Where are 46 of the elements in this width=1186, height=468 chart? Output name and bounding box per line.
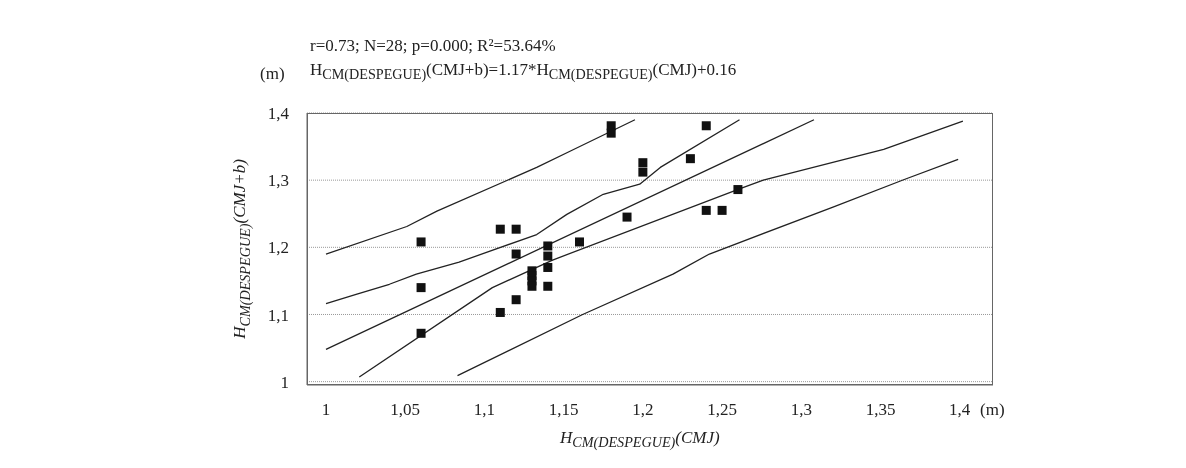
- point: [543, 281, 553, 291]
- y-tick-label: 1,3: [267, 171, 289, 191]
- x-tick-label: 1,15: [548, 400, 579, 420]
- point: [733, 185, 743, 195]
- point: [495, 224, 505, 234]
- x-tick-label: 1,4: [949, 400, 971, 420]
- line-series: [325, 119, 636, 255]
- text: (m): [260, 64, 285, 84]
- point: [685, 154, 695, 164]
- point: [511, 295, 521, 305]
- point: [638, 158, 648, 168]
- x-tick-label: 1,35: [865, 400, 896, 420]
- x-tick-label: 1,05: [390, 400, 421, 420]
- point: [622, 212, 632, 222]
- point: [495, 307, 505, 317]
- point: [543, 251, 553, 261]
- y-tick-label: 1: [280, 372, 289, 392]
- text: (m): [980, 400, 1005, 420]
- point: [416, 328, 426, 338]
- chart-title: r=0.73; N=28; p=0.000; R²=53.64%: [310, 36, 556, 56]
- point: [606, 128, 616, 138]
- y-tick-label: 1,2: [267, 238, 289, 258]
- x-tick-label: 1,3: [790, 400, 812, 420]
- y-tick-label: 1,4: [267, 104, 290, 124]
- point: [717, 205, 727, 215]
- point: [543, 241, 553, 251]
- line-series: [325, 119, 741, 305]
- x-axis-title: H$_{CM(DESPEGUE)}$(CMJ): [560, 428, 720, 452]
- point: [638, 167, 648, 177]
- x-tick-label: 1,1: [473, 400, 496, 420]
- point: [511, 224, 521, 234]
- x-tick-label: 1,25: [707, 400, 737, 420]
- point: [701, 121, 711, 131]
- point: [416, 283, 426, 293]
- chart-subtitle: H$_{CM(DESPEGUE)}$(CMJ+b)=1.17*H$_{CM(DESPEGUE)}$(CMJ)+0.16: [310, 60, 737, 84]
- point: [416, 237, 426, 247]
- point: [701, 205, 711, 215]
- x-tick-label: 1: [321, 400, 331, 420]
- point: [543, 262, 553, 272]
- x-tick-label: 1,2: [632, 400, 654, 420]
- point: [575, 237, 584, 247]
- line-series: [456, 158, 959, 377]
- point: [527, 281, 537, 291]
- point: [511, 249, 521, 259]
- line-series: [358, 120, 964, 378]
- y-tick-label: 1,1: [267, 305, 289, 325]
